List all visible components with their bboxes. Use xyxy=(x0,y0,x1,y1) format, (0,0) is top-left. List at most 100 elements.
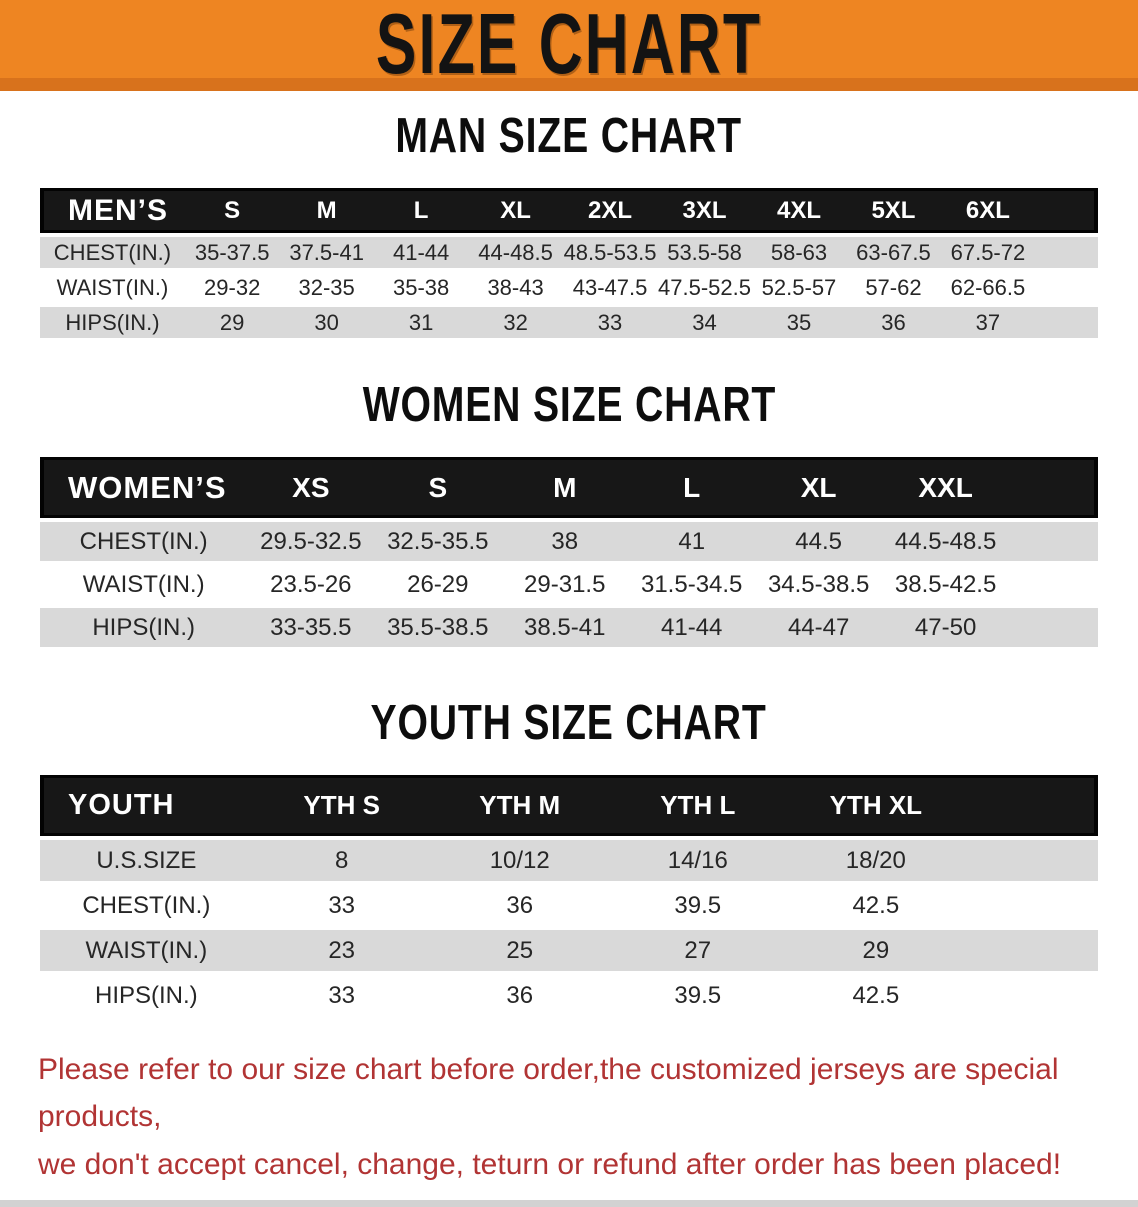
youth-measure-value: 33 xyxy=(252,885,431,926)
youth-measure-row: WAIST(IN.) 23 25 27 29 xyxy=(40,930,1098,971)
youth-measure-value: 25 xyxy=(430,930,609,971)
women-measure-label: WAIST(IN.) xyxy=(40,565,248,604)
women-measure-value: 38.5-41 xyxy=(501,608,629,647)
women-size-col-header: XXL xyxy=(882,457,1010,518)
page-title: SIZE CHART xyxy=(375,0,763,91)
women-size-col-header: L xyxy=(628,457,756,518)
disclaimer-line-2: we don't accept cancel, change, teturn o… xyxy=(38,1147,1062,1181)
disclaimer-note: Please refer to our size chart before or… xyxy=(38,1046,1108,1188)
youth-measure-value: 42.5 xyxy=(786,975,965,1016)
men-size-col-header: 2XL xyxy=(562,188,658,233)
men-row-spacer-cell xyxy=(1035,307,1098,338)
men-measure-value: 44-48.5 xyxy=(468,237,563,268)
women-measure-row: WAIST(IN.) 23.5-26 26-29 29-31.5 31.5-34.5 34… xyxy=(40,565,1098,604)
men-measure-value: 37 xyxy=(940,307,1036,338)
men-header-row: MEN’S S M L XL 2XL 3XL 4XL 5XL 6XL xyxy=(40,188,1098,233)
women-measure-value: 32.5-35.5 xyxy=(374,522,502,561)
youth-measure-value: 27 xyxy=(608,930,787,971)
women-measure-value: 23.5-26 xyxy=(247,565,375,604)
men-measure-value: 37.5-41 xyxy=(279,237,374,268)
women-measure-value: 44.5-48.5 xyxy=(882,522,1010,561)
youth-measure-label: WAIST(IN.) xyxy=(40,930,253,971)
youth-measure-value: 23 xyxy=(252,930,431,971)
men-measure-value: 38-43 xyxy=(468,272,563,303)
women-section-heading-text: WOMEN SIZE CHART xyxy=(362,378,776,432)
youth-measure-value: 36 xyxy=(430,885,609,926)
womens-size-table: WOMEN’S XS S M L XL XXL CHEST(IN.) 29.5-32.5 32.5… xyxy=(40,453,1098,651)
men-measure-value: 36 xyxy=(846,307,941,338)
men-measure-value: 48.5-53.5 xyxy=(562,237,658,268)
women-row-spacer-cell xyxy=(1009,608,1098,647)
women-measure-value: 47-50 xyxy=(882,608,1010,647)
men-measure-value: 53.5-58 xyxy=(657,237,752,268)
men-measure-value: 34 xyxy=(657,307,752,338)
youth-measure-label: CHEST(IN.) xyxy=(40,885,253,926)
women-measure-value: 44-47 xyxy=(755,608,883,647)
men-measure-value: 32 xyxy=(468,307,563,338)
men-measure-value: 35 xyxy=(751,307,847,338)
women-size-col-header: XL xyxy=(755,457,883,518)
bottom-divider xyxy=(0,1200,1138,1207)
men-measure-label: CHEST(IN.) xyxy=(40,237,185,268)
youth-measure-row: U.S.SIZE 8 10/12 14/16 18/20 xyxy=(40,840,1098,881)
women-header-row: WOMEN’S XS S M L XL XXL xyxy=(40,457,1098,518)
youth-measure-value: 29 xyxy=(786,930,965,971)
women-size-col-header: S xyxy=(374,457,502,518)
youth-size-col-header: YTH S xyxy=(252,775,431,836)
youth-row-spacer-cell xyxy=(964,885,1098,926)
men-size-col-header: M xyxy=(279,188,374,233)
men-measure-label: WAIST(IN.) xyxy=(40,272,185,303)
men-measure-row: WAIST(IN.) 29-32 32-35 35-38 38-43 43-47.5 47.… xyxy=(40,272,1098,303)
disclaimer-line-1: Please refer to our size chart before or… xyxy=(38,1053,1059,1134)
men-section-heading-text: MAN SIZE CHART xyxy=(395,109,743,163)
women-measure-row: HIPS(IN.) 33-35.5 35.5-38.5 38.5-41 41-44 44-… xyxy=(40,608,1098,647)
men-measure-value: 35-38 xyxy=(373,272,469,303)
women-measure-value: 44.5 xyxy=(755,522,883,561)
women-row-spacer-cell xyxy=(1009,565,1098,604)
men-size-col-header: 3XL xyxy=(657,188,752,233)
size-chart-banner: SIZE CHART xyxy=(0,0,1138,91)
women-measure-label: HIPS(IN.) xyxy=(40,608,248,647)
women-size-col-header: M xyxy=(501,457,629,518)
women-measure-value: 29-31.5 xyxy=(501,565,629,604)
men-measure-value: 30 xyxy=(279,307,374,338)
men-measure-row: CHEST(IN.) 35-37.5 37.5-41 41-44 44-48.5 48.5… xyxy=(40,237,1098,268)
youth-measure-value: 39.5 xyxy=(608,885,787,926)
youth-measure-value: 8 xyxy=(252,840,431,881)
men-header-spacer-cell xyxy=(1035,188,1098,233)
women-measure-value: 34.5-38.5 xyxy=(755,565,883,604)
youth-size-col-header: YTH L xyxy=(608,775,787,836)
women-section-heading: WOMEN SIZE CHART xyxy=(0,377,1138,433)
youth-measure-value: 42.5 xyxy=(786,885,965,926)
youth-size-col-header: YTH XL xyxy=(786,775,965,836)
men-measure-value: 43-47.5 xyxy=(562,272,658,303)
mens-size-table: MEN’S S M L XL 2XL 3XL 4XL 5XL 6XL CHEST(IN.) 35-37… xyxy=(40,184,1098,342)
men-measure-value: 62-66.5 xyxy=(940,272,1036,303)
youth-measure-value: 14/16 xyxy=(608,840,787,881)
women-measure-label: CHEST(IN.) xyxy=(40,522,248,561)
men-size-col-header: 6XL xyxy=(940,188,1036,233)
youth-size-table: YOUTH YTH S YTH M YTH L YTH XL U.S.SIZE 8 10/12… xyxy=(40,771,1098,1020)
youth-size-col-header: YTH M xyxy=(430,775,609,836)
men-size-col-header: S xyxy=(184,188,280,233)
men-measure-value: 58-63 xyxy=(751,237,847,268)
men-measure-value: 57-62 xyxy=(846,272,941,303)
men-row-spacer-cell xyxy=(1035,272,1098,303)
women-measure-value: 38.5-42.5 xyxy=(882,565,1010,604)
women-measure-value: 35.5-38.5 xyxy=(374,608,502,647)
women-size-col-header: XS xyxy=(247,457,375,518)
youth-measure-label: U.S.SIZE xyxy=(40,840,253,881)
women-measure-value: 41 xyxy=(628,522,756,561)
men-section-heading: MAN SIZE CHART xyxy=(0,108,1138,164)
youth-measure-row: HIPS(IN.) 33 36 39.5 42.5 xyxy=(40,975,1098,1016)
youth-row-spacer-cell xyxy=(964,840,1098,881)
women-table-title: WOMEN’S xyxy=(40,457,248,518)
men-measure-value: 29-32 xyxy=(184,272,280,303)
women-measure-value: 29.5-32.5 xyxy=(247,522,375,561)
men-measure-value: 35-37.5 xyxy=(184,237,280,268)
men-size-col-header: L xyxy=(373,188,469,233)
men-measure-value: 29 xyxy=(184,307,280,338)
men-row-spacer-cell xyxy=(1035,237,1098,268)
women-measure-value: 33-35.5 xyxy=(247,608,375,647)
youth-row-spacer-cell xyxy=(964,975,1098,1016)
